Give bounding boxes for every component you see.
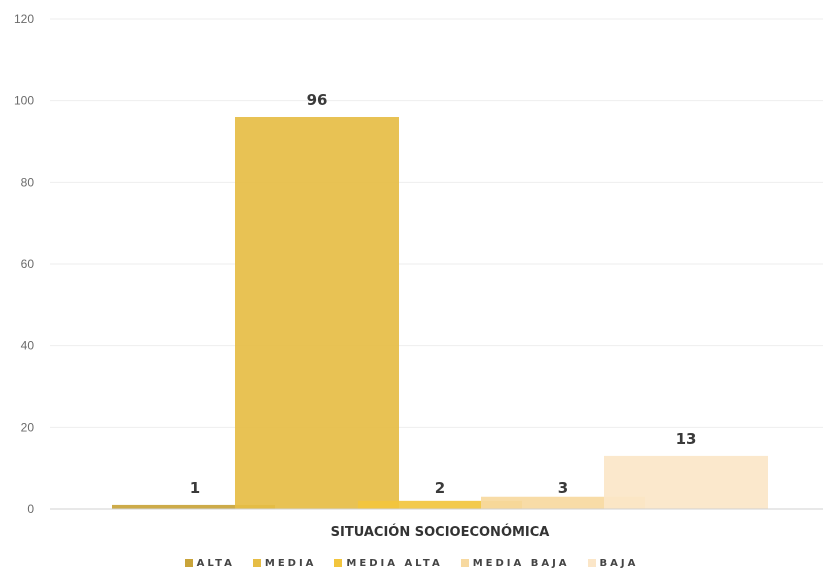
- legend-item: ALTA: [185, 558, 235, 569]
- data-label: 3: [558, 479, 568, 497]
- legend-label: ALTA: [197, 558, 235, 569]
- legend-item: MEDIA ALTA: [334, 558, 442, 569]
- y-tick-label: 120: [14, 12, 34, 26]
- gridlines: [50, 19, 823, 427]
- data-label: 1: [190, 479, 200, 497]
- x-axis-title: SITUACIÓN SOCIOECONÓMICA: [331, 524, 550, 540]
- y-axis: 0 20 40 60 80 100 120: [14, 12, 34, 516]
- legend-label: BAJA: [600, 558, 639, 569]
- legend-swatch: [185, 559, 193, 567]
- legend-item: MEDIA: [253, 558, 317, 569]
- y-tick-label: 80: [21, 175, 35, 189]
- legend: ALTA MEDIA MEDIA ALTA MEDIA BAJA BAJA: [0, 555, 823, 571]
- legend-item: BAJA: [588, 558, 639, 569]
- y-tick-label: 40: [21, 339, 35, 353]
- legend-swatch: [334, 559, 342, 567]
- data-label: 2: [435, 479, 445, 497]
- legend-label: MEDIA BAJA: [473, 558, 570, 569]
- data-label: 96: [307, 91, 328, 109]
- y-tick-label: 100: [14, 94, 34, 108]
- legend-swatch: [461, 559, 469, 567]
- legend-swatch: [253, 559, 261, 567]
- legend-label: MEDIA: [265, 558, 317, 569]
- legend-label: MEDIA ALTA: [346, 558, 442, 569]
- bars: [112, 117, 768, 509]
- y-tick-label: 0: [27, 502, 34, 516]
- legend-swatch: [588, 559, 596, 567]
- bar-media: [235, 117, 399, 509]
- legend-item: MEDIA BAJA: [461, 558, 570, 569]
- y-tick-label: 20: [21, 420, 35, 434]
- data-label: 13: [676, 430, 697, 448]
- bar-baja: [604, 456, 768, 509]
- y-tick-label: 60: [21, 257, 35, 271]
